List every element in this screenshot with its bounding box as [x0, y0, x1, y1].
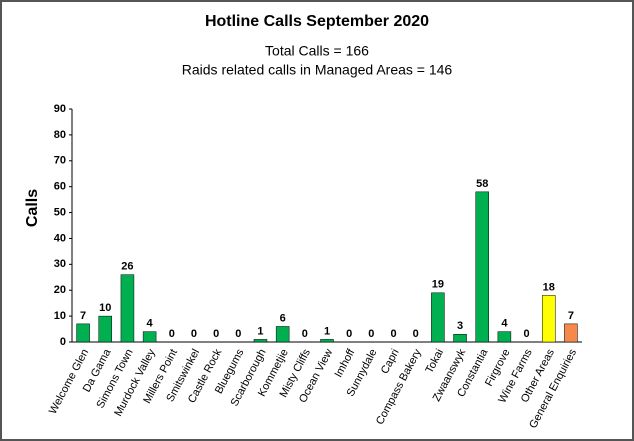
- bar: [142, 331, 157, 343]
- bar: [253, 339, 268, 343]
- data-label: 26: [121, 261, 133, 273]
- bar: [320, 339, 334, 343]
- y-tick-label: 50: [54, 206, 66, 218]
- data-label: 19: [432, 279, 444, 291]
- data-label: 7: [568, 310, 574, 322]
- data-label: 3: [457, 320, 463, 332]
- data-label: 0: [390, 328, 396, 340]
- y-tick-label: 80: [54, 129, 66, 141]
- bar: [453, 333, 467, 343]
- y-tick-label: 70: [54, 155, 66, 167]
- data-label: 4: [147, 318, 154, 330]
- y-tick-label: 0: [60, 336, 66, 348]
- data-label: 0: [235, 328, 241, 340]
- data-label: 6: [280, 312, 286, 324]
- chart-subtitle: Raids related calls in Managed Areas = 1…: [182, 62, 453, 78]
- data-label: 0: [368, 328, 374, 340]
- y-tick-label: 20: [54, 284, 66, 296]
- data-label: 7: [80, 310, 86, 322]
- data-label: 0: [346, 328, 352, 340]
- data-label: 1: [257, 325, 263, 337]
- y-tick-label: 40: [54, 232, 66, 244]
- y-tick-label: 10: [54, 310, 66, 322]
- data-label: 0: [213, 328, 219, 340]
- chart-title: Hotline Calls September 2020: [205, 13, 429, 30]
- data-label: 18: [543, 281, 555, 293]
- data-label: 0: [524, 328, 530, 340]
- data-label: 0: [169, 328, 175, 340]
- data-label: 0: [302, 328, 308, 340]
- bar: [275, 326, 290, 343]
- y-tick-label: 30: [54, 258, 66, 270]
- bar: [497, 331, 512, 343]
- data-label: 4: [501, 318, 508, 330]
- data-label: 0: [191, 328, 197, 340]
- bar: [475, 191, 489, 343]
- data-label: 10: [99, 302, 111, 314]
- bar: [431, 292, 445, 343]
- data-label: 0: [413, 328, 419, 340]
- bar: [541, 295, 556, 343]
- bar: [120, 274, 135, 343]
- y-tick-label: 90: [54, 103, 66, 115]
- bar: [564, 323, 578, 343]
- data-label: 58: [476, 178, 488, 190]
- y-tick-label: 60: [54, 181, 66, 193]
- y-axis-label: Calls: [24, 189, 41, 227]
- bar: [98, 315, 113, 343]
- chart-subtitle: Total Calls = 166: [265, 43, 369, 59]
- data-label: 1: [324, 325, 330, 337]
- bar: [76, 323, 90, 343]
